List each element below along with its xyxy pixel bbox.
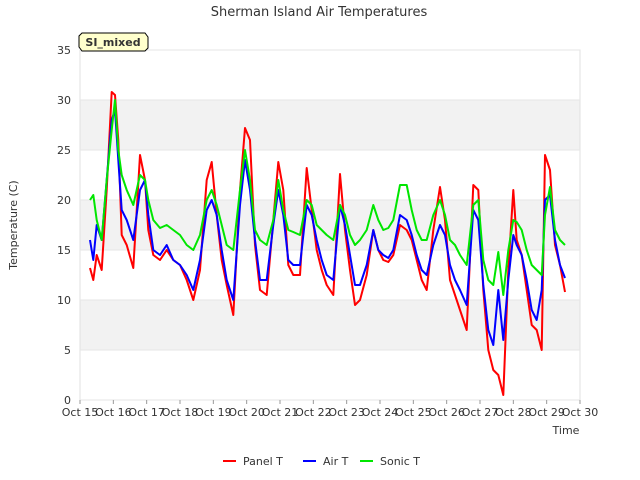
grid-band	[80, 200, 580, 250]
x-tick-label: Oct 20	[228, 406, 265, 419]
series-line-air-t	[89, 109, 566, 346]
legend-label: Panel T	[243, 455, 283, 468]
y-tick-label: 5	[64, 344, 71, 357]
x-axis-label: Time	[552, 424, 580, 437]
y-tick-label: 20	[57, 194, 71, 207]
x-tick-label: Oct 15	[62, 406, 99, 419]
x-tick-label: Oct 19	[195, 406, 232, 419]
y-tick-label: 35	[57, 44, 71, 57]
site-badge: SI_mixed	[78, 32, 149, 52]
x-tick-label: Oct 21	[262, 406, 299, 419]
x-tick-label: Oct 16	[95, 406, 132, 419]
x-tick-label: Oct 27	[462, 406, 499, 419]
legend: Panel T Air T Sonic T	[223, 455, 420, 468]
site-badge-label: SI_mixed	[85, 36, 140, 49]
x-tick-label: Oct 24	[362, 406, 399, 419]
y-tick-label: 15	[57, 244, 71, 257]
x-tick-label: Oct 26	[428, 406, 465, 419]
x-tick-label: Oct 25	[395, 406, 432, 419]
y-axis-ticks: 0 5 10 15 20 25 30 35	[57, 44, 71, 407]
x-tick-label: Oct 18	[162, 406, 199, 419]
x-tick-label: Oct 30	[562, 406, 599, 419]
y-tick-label: 25	[57, 144, 71, 157]
y-tick-label: 10	[57, 294, 71, 307]
x-tick-label: Oct 23	[328, 406, 365, 419]
grid-band	[80, 100, 580, 150]
series-layer	[89, 91, 566, 396]
x-tick-label: Oct 22	[295, 406, 332, 419]
chart-title: Sherman Island Air Temperatures	[211, 5, 428, 20]
y-axis-label: Temperature (C)	[7, 180, 20, 270]
legend-label: Sonic T	[380, 455, 420, 468]
x-tick-label: Oct 28	[495, 406, 532, 419]
series-line-sonic-t	[89, 99, 566, 296]
legend-label: Air T	[323, 455, 349, 468]
y-tick-label: 0	[64, 394, 71, 407]
y-tick-label: 30	[57, 94, 71, 107]
x-tick-label: Oct 29	[528, 406, 565, 419]
series-line-panel-t	[89, 91, 566, 396]
x-tick-label: Oct 17	[128, 406, 165, 419]
